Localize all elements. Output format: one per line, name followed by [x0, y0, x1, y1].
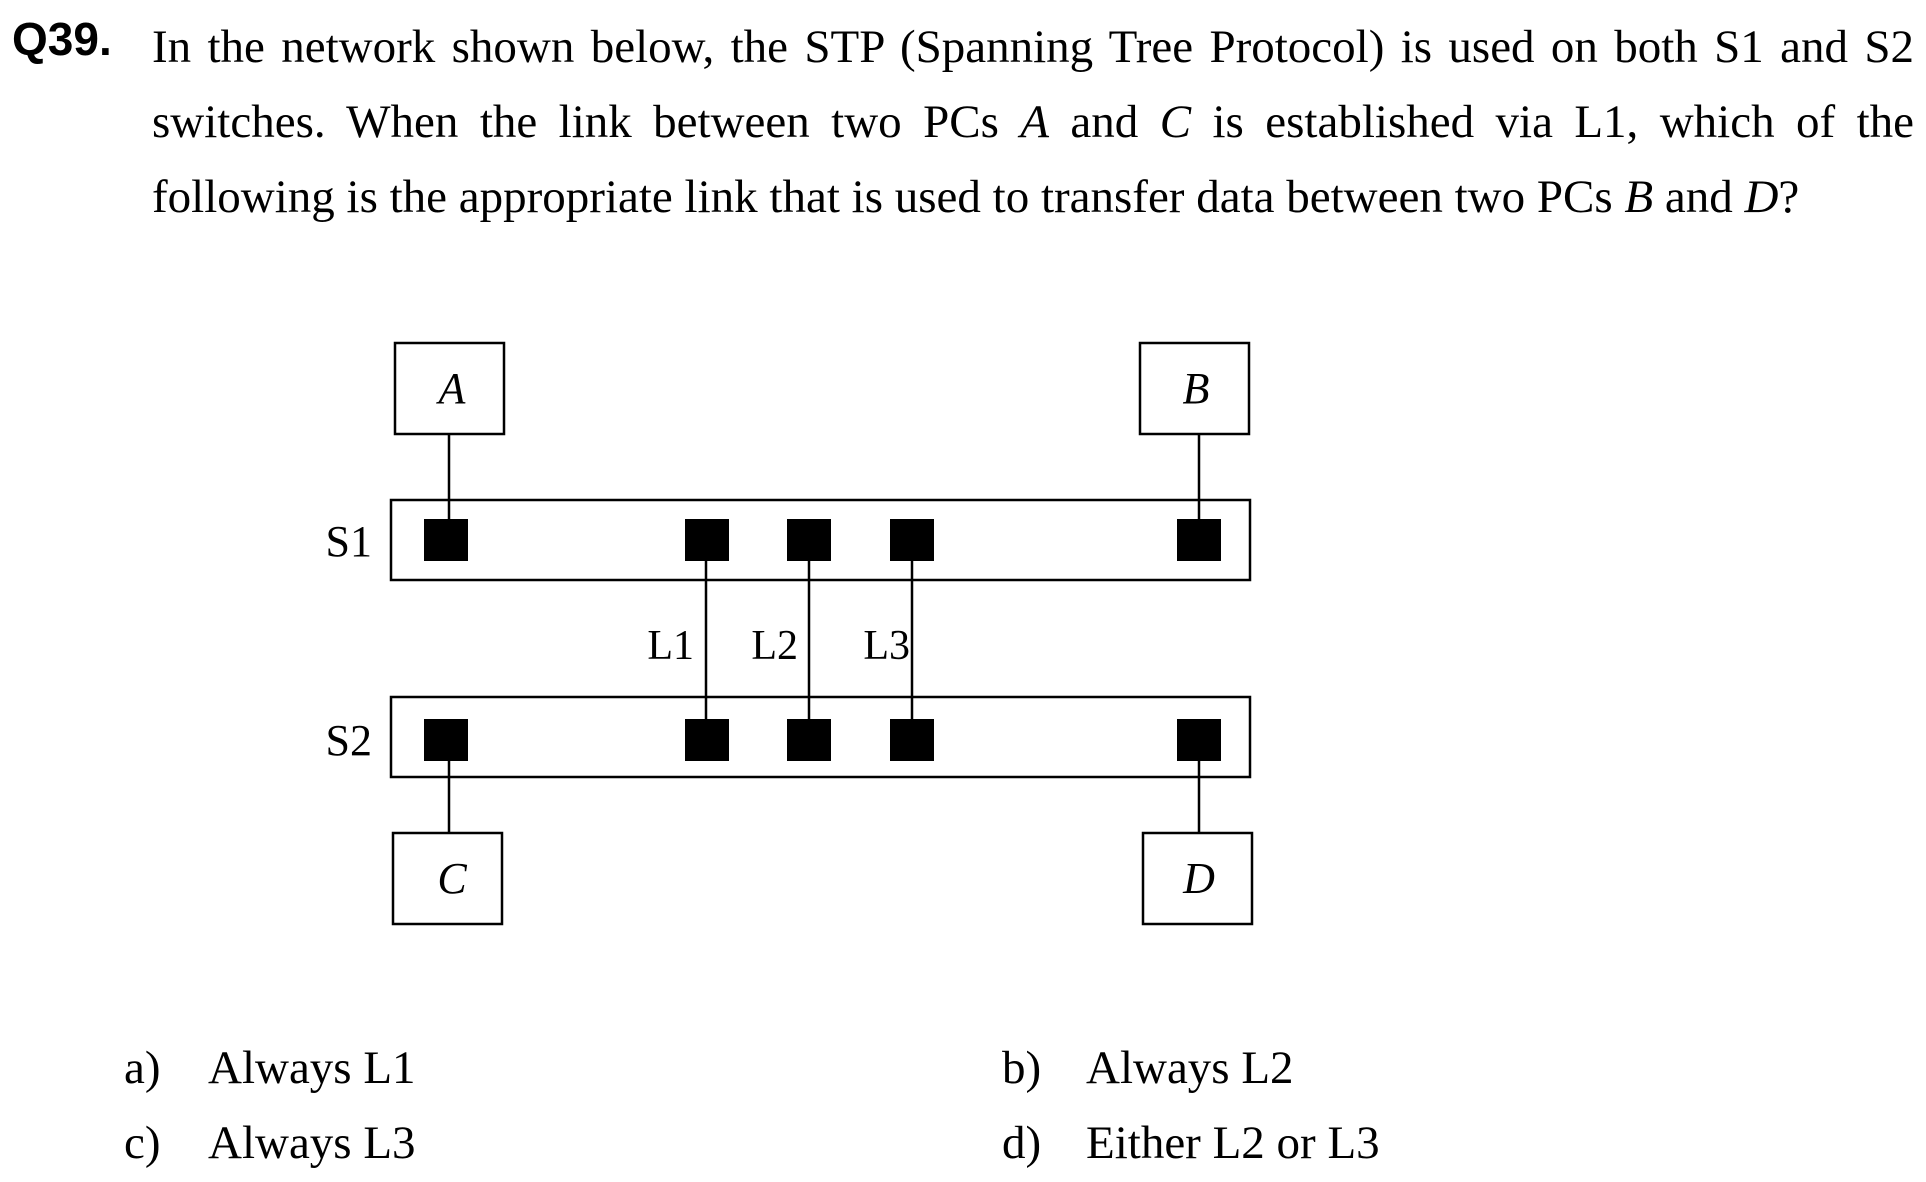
- option-letter: d): [1002, 1117, 1042, 1169]
- s2-port: [424, 719, 468, 761]
- pc-a-ref: A: [1020, 96, 1050, 148]
- s2-port: [787, 719, 831, 761]
- s1-port: [1177, 519, 1221, 561]
- link-l2-label: L2: [751, 623, 798, 669]
- switch-s2-box: [389, 695, 1252, 779]
- question-text-part: In the network shown below, the STP (Spa…: [152, 21, 1914, 148]
- link-l1-label: L1: [647, 623, 694, 669]
- pc-a-box: [393, 341, 506, 436]
- switch-s1-box: [389, 498, 1252, 582]
- pc-b-ref: B: [1624, 171, 1654, 223]
- switch-s1-ports: [424, 519, 1221, 561]
- s2-port: [890, 719, 934, 761]
- option-d[interactable]: d) Either L2 or L3: [1002, 1115, 1380, 1171]
- pc-c-label: C: [437, 854, 467, 903]
- pc-b-label: B: [1183, 364, 1210, 413]
- pc-d-box: [1141, 831, 1254, 926]
- link-l3-label: L3: [863, 623, 910, 669]
- option-text: Always L2: [1086, 1042, 1294, 1094]
- pc-a-label: A: [436, 364, 467, 413]
- pc-c-box: [391, 831, 504, 926]
- s1-port: [424, 519, 468, 561]
- switch-s1-label: S1: [326, 517, 372, 566]
- pc-d-label: D: [1182, 854, 1215, 903]
- switch-s2-label: S2: [326, 716, 372, 765]
- option-text: Either L2 or L3: [1086, 1117, 1380, 1169]
- option-letter: b): [1002, 1042, 1042, 1094]
- option-c[interactable]: c) Always L3: [124, 1115, 416, 1171]
- option-letter: a): [124, 1042, 161, 1094]
- option-text: Always L3: [208, 1117, 416, 1169]
- question-number: Q39.: [12, 13, 112, 65]
- option-letter: c): [124, 1117, 161, 1169]
- pc-b-box: [1138, 341, 1251, 436]
- s1-port: [787, 519, 831, 561]
- question-text-part: ?: [1778, 171, 1800, 223]
- question-text-part: and: [1653, 171, 1745, 223]
- s1-port: [685, 519, 729, 561]
- question-text-part: and: [1049, 96, 1160, 148]
- pc-d-ref: D: [1744, 171, 1779, 223]
- trunk-links: [704, 540, 914, 740]
- option-a[interactable]: a) Always L1: [124, 1040, 416, 1096]
- option-b[interactable]: b) Always L2: [1002, 1040, 1294, 1096]
- question-text: In the network shown below, the STP (Spa…: [152, 10, 1914, 235]
- switch-s2-ports: [424, 719, 1221, 761]
- s1-port: [890, 519, 934, 561]
- question-text-part: is established via L1, which of the foll…: [152, 96, 1914, 223]
- pc-connections: [447, 433, 1201, 842]
- s2-port: [685, 719, 729, 761]
- pc-c-ref: C: [1159, 96, 1192, 148]
- s2-port: [1177, 719, 1221, 761]
- option-text: Always L1: [208, 1042, 416, 1094]
